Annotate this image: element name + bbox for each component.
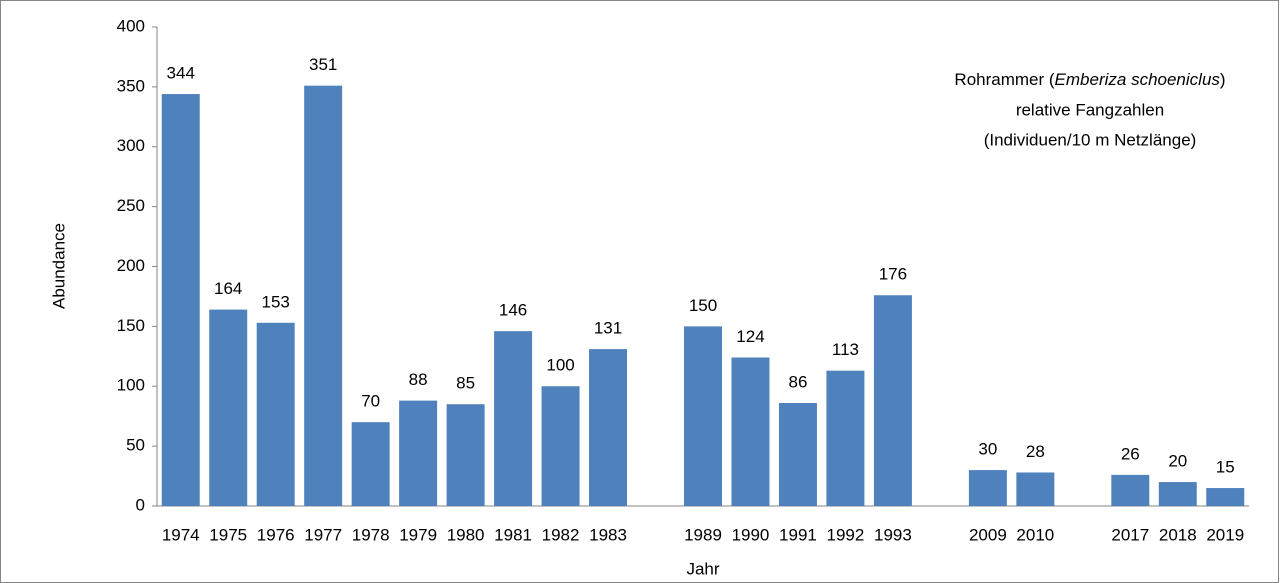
y-axis-label: Abundance <box>49 223 68 309</box>
x-axis-label: Jahr <box>686 559 719 578</box>
x-tick-label: 1982 <box>542 525 580 544</box>
bar <box>209 309 248 506</box>
data-label: 100 <box>546 356 574 375</box>
x-tick-label: 1976 <box>257 525 295 544</box>
data-label: 85 <box>456 374 475 393</box>
x-tick-label: 1977 <box>304 525 342 544</box>
bar <box>968 470 1007 506</box>
data-label: 15 <box>1216 458 1235 477</box>
y-tick-label: 100 <box>117 376 145 395</box>
bar <box>1111 474 1150 506</box>
annotation-text: ) <box>1220 70 1226 89</box>
bar <box>684 326 722 506</box>
data-label: 150 <box>689 296 717 315</box>
bar <box>351 422 390 506</box>
x-tick-label: 1981 <box>494 525 532 544</box>
annotation-line: Rohrammer (Emberiza schoeniclus) <box>954 70 1225 89</box>
y-tick-label: 250 <box>117 196 145 215</box>
data-label: 124 <box>736 327 764 346</box>
y-tick-label: 350 <box>117 76 145 95</box>
data-label: 26 <box>1121 444 1140 463</box>
data-label: 70 <box>361 392 380 411</box>
data-label: 153 <box>262 292 290 311</box>
annotation-italic: Emberiza schoeniclus <box>1055 70 1221 89</box>
bar <box>446 404 485 506</box>
bar <box>1016 472 1055 506</box>
x-tick-label: 1979 <box>399 525 437 544</box>
data-label: 344 <box>167 64 195 83</box>
data-label: 164 <box>214 279 242 298</box>
data-label: 146 <box>499 301 527 320</box>
data-label: 30 <box>978 440 997 459</box>
bar <box>161 94 200 506</box>
y-tick-label: 150 <box>117 316 145 335</box>
bar <box>873 295 912 506</box>
x-tick-label: 1989 <box>684 525 722 544</box>
y-tick-label: 400 <box>117 16 145 35</box>
annotation-text: Rohrammer ( <box>954 70 1054 89</box>
x-tick-label: 1991 <box>779 525 817 544</box>
x-tick-label: 1992 <box>827 525 865 544</box>
bar <box>541 386 580 506</box>
bar <box>256 322 295 506</box>
x-tick-label: 2018 <box>1159 525 1197 544</box>
y-tick-label: 200 <box>117 256 145 275</box>
x-tick-label: 2010 <box>1016 525 1054 544</box>
bar <box>1206 488 1245 506</box>
bar <box>826 370 865 506</box>
x-tick-label: 1974 <box>162 525 200 544</box>
y-tick-label: 50 <box>126 436 145 455</box>
data-label: 88 <box>409 370 428 389</box>
bar <box>399 400 438 506</box>
bar <box>304 85 343 507</box>
annotation-line: relative Fangzahlen <box>1016 100 1164 119</box>
data-label: 28 <box>1026 442 1045 461</box>
bar <box>1158 482 1197 506</box>
x-tick-label: 1978 <box>352 525 390 544</box>
x-tick-label: 2019 <box>1206 525 1244 544</box>
x-tick-label: 1990 <box>732 525 770 544</box>
x-tick-label: 1975 <box>209 525 247 544</box>
x-tick-label: 1980 <box>447 525 485 544</box>
x-tick-label: 1993 <box>874 525 912 544</box>
data-label: 351 <box>309 55 337 74</box>
data-label: 176 <box>879 265 907 284</box>
data-label: 86 <box>788 372 807 391</box>
bar <box>731 357 770 506</box>
annotation-line: (Individuen/10 m Netzlänge) <box>984 130 1197 149</box>
y-tick-label: 0 <box>136 495 145 514</box>
data-label: 113 <box>832 340 859 359</box>
data-label: 131 <box>594 319 622 338</box>
y-tick-label: 300 <box>117 136 145 155</box>
bar <box>589 349 628 506</box>
data-label: 20 <box>1168 452 1187 471</box>
x-tick-label: 1983 <box>589 525 627 544</box>
x-tick-label: 2009 <box>969 525 1007 544</box>
x-tick-label: 2017 <box>1111 525 1149 544</box>
bar <box>494 331 533 506</box>
bar <box>778 403 817 506</box>
